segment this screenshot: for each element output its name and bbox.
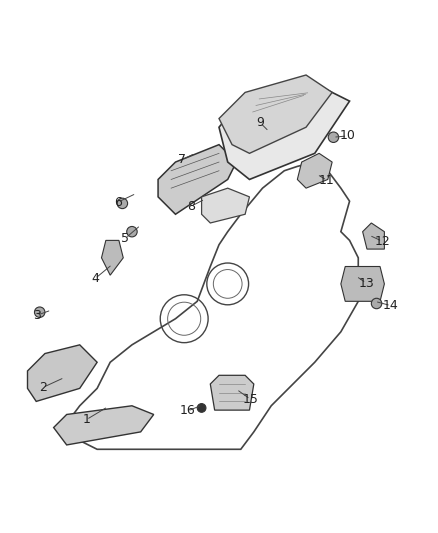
Circle shape xyxy=(117,198,127,208)
Polygon shape xyxy=(53,406,154,445)
Text: 3: 3 xyxy=(33,309,41,322)
Circle shape xyxy=(371,298,382,309)
Text: 13: 13 xyxy=(358,277,374,289)
Text: 2: 2 xyxy=(39,381,47,394)
Polygon shape xyxy=(102,240,123,275)
Polygon shape xyxy=(363,223,385,249)
Polygon shape xyxy=(210,375,254,410)
Circle shape xyxy=(127,227,137,237)
Polygon shape xyxy=(341,266,385,301)
Polygon shape xyxy=(219,84,350,180)
Text: 6: 6 xyxy=(114,196,122,208)
Text: 10: 10 xyxy=(339,130,355,142)
Text: 15: 15 xyxy=(242,393,258,406)
Text: 12: 12 xyxy=(374,235,390,248)
Polygon shape xyxy=(158,144,237,214)
Text: 1: 1 xyxy=(82,413,90,426)
Circle shape xyxy=(197,403,206,413)
Text: 8: 8 xyxy=(187,200,195,213)
Polygon shape xyxy=(219,75,332,154)
Circle shape xyxy=(35,307,45,318)
Polygon shape xyxy=(28,345,97,401)
Text: 5: 5 xyxy=(121,232,129,245)
Polygon shape xyxy=(201,188,250,223)
Text: 11: 11 xyxy=(319,174,335,187)
Text: 16: 16 xyxy=(180,405,195,417)
Polygon shape xyxy=(297,154,332,188)
Circle shape xyxy=(328,132,339,142)
Text: 14: 14 xyxy=(383,299,399,312)
Text: 9: 9 xyxy=(256,116,264,130)
Text: 7: 7 xyxy=(178,154,186,166)
Text: 4: 4 xyxy=(91,272,99,285)
